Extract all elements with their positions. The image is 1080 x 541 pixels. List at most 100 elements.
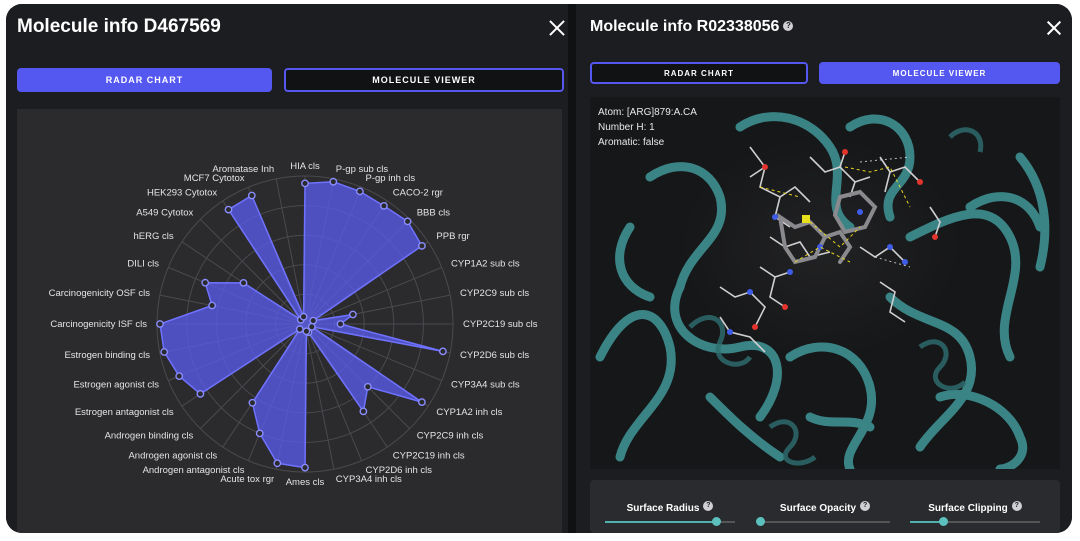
radar-point[interactable] [363,382,372,391]
radar-point[interactable] [309,316,318,325]
panel-title: Molecule info D467569 [17,16,221,37]
surface-radius-control: Surface Radius? [595,498,745,526]
radar-axis-label: Androgen agonist cls [128,450,217,461]
surface-opacity-label: Surface Opacity [779,503,857,514]
radar-axis-label: CYP1A2 sub cls [451,259,520,270]
radar-axis-label: P-gp inh cls [366,173,416,184]
slider-thumb[interactable] [711,517,721,526]
radar-axis-label: A549 Cytotox [136,207,193,218]
radar-point[interactable] [417,398,426,406]
radar-axis-label: Estrogen binding cls [64,350,150,361]
radar-point[interactable] [336,320,345,328]
radar-point[interactable] [255,429,264,438]
radar-axis-label: Carcinogenicity ISF cls [50,319,147,330]
surface-radius-label: Surface Radius [626,503,700,514]
atom-label: Atom: [ARG]879:A.CA [598,107,697,118]
radar-point[interactable] [295,325,304,334]
radar-axis-label: CYP2C9 sub cls [460,288,529,299]
radar-axis-label: HIA cls [290,161,320,172]
tab-molecule-viewer[interactable]: MOLECULE VIEWER [284,68,564,92]
radar-axis-label: Estrogen agonist cls [73,380,159,391]
radar-axis-label: CYP2C19 sub cls [463,319,538,330]
radar-axis-label: BBB cls [417,207,451,218]
radar-point[interactable] [208,301,217,310]
radar-point[interactable] [403,217,412,226]
radar-point[interactable] [301,463,309,472]
radar-point[interactable] [438,347,447,356]
protein-structure [590,97,1060,469]
help-icon[interactable]: ? [860,500,871,511]
app-window: Molecule info D467569 RADAR CHART MOLECU… [6,4,1072,533]
surface-opacity-control: Surface Opacity? [750,498,900,526]
aromatic-label: Aromatic: false [598,137,665,148]
radar-axis-label: CYP1A2 inh cls [436,407,502,418]
slider-fill [605,521,716,523]
radar-point[interactable] [201,278,210,287]
radar-point[interactable] [224,205,233,214]
radar-axis-label: CYP3A4 inh cls [336,474,402,485]
surface-clipping-label: Surface Clipping [928,503,1008,514]
radar-point[interactable] [329,177,338,186]
radar-point[interactable] [379,202,388,210]
radar-chart-container: HIA cls P-gp sub cls P-gp inh cls CACO-2 rg… [17,109,562,533]
radar-axis-label: Ames cls [286,477,325,488]
help-icon[interactable]: ? [783,20,794,31]
slider-thumb[interactable] [938,517,948,526]
radar-axis-label: Aromatase Inh [212,164,274,175]
panel-title: Molecule info R02338056? [590,18,794,36]
radar-axis-label: P-gp sub cls [336,164,389,175]
radar-point[interactable] [239,278,248,287]
radar-point[interactable] [196,389,205,398]
radar-axis-label: CYP2D6 sub cls [460,350,529,361]
molecule-info-panel-left: Molecule info D467569 RADAR CHART MOLECU… [6,4,568,533]
atom-tooltip: Atom: [ARG]879:A.CA Number H: 1 Aromatic… [598,105,697,150]
panel-divider [568,4,576,533]
slider-fill [910,521,943,523]
molecule-viewer-3d[interactable]: Atom: [ARG]879:A.CA Number H: 1 Aromatic… [590,97,1060,469]
radar-point[interactable] [302,327,311,336]
tab-radar-chart[interactable]: RADAR CHART [590,62,808,84]
radar-point[interactable] [299,312,308,321]
radar-axis-label: Carcinogenicity OSF cls [49,288,151,299]
radar-axis-label: DILI cls [127,259,159,270]
radar-point[interactable] [348,310,357,319]
close-icon[interactable] [1046,20,1062,36]
radar-axis-label: Estrogen antagonist cls [75,407,174,418]
surface-opacity-slider[interactable] [756,517,890,526]
slider-thumb[interactable] [756,517,765,526]
radar-point[interactable] [248,398,257,407]
help-icon[interactable]: ? [1011,500,1022,511]
tab-radar-chart[interactable]: RADAR CHART [17,68,272,92]
radar-series-area [159,180,444,469]
molecule-info-panel-right: Molecule info R02338056? RADAR CHART MOL… [576,4,1072,533]
surface-radius-slider[interactable] [605,517,735,526]
radar-axis-label: HEK293 Cytotox [147,188,217,199]
radar-axis-label: CYP2C19 inh cls [393,450,465,461]
radar-point[interactable] [355,187,364,196]
surface-clipping-control: Surface Clipping? [900,498,1050,526]
radar-axis-label: hERG cls [133,231,173,242]
radar-point[interactable] [156,320,164,328]
close-icon[interactable] [548,19,566,37]
radar-axis-label: Androgen binding cls [105,431,194,442]
radar-point[interactable] [247,191,256,200]
surface-controls: Surface Radius? Surface Opacity? Surface… [590,480,1060,533]
radar-axis-label: CYP3A4 sub cls [451,380,520,391]
radar-point[interactable] [417,241,426,250]
number-h-label: Number H: 1 [598,122,655,133]
help-icon[interactable]: ? [703,500,714,511]
radar-point[interactable] [175,372,184,380]
radar-axis-label: PPB rgr [436,231,469,242]
radar-axis-label: CYP2C9 inh cls [417,431,484,442]
radar-point[interactable] [273,459,282,468]
radar-axis-label: Androgen antagonist cls [143,465,245,476]
radar-axis-label: Acute tox rgr [220,474,274,485]
radar-point[interactable] [301,179,309,188]
surface-clipping-slider[interactable] [910,517,1040,526]
radar-axis-label: CACO-2 rgr [393,188,443,199]
radar-point[interactable] [359,407,368,416]
radar-point[interactable] [160,348,169,356]
radar-point[interactable] [307,322,316,331]
tab-molecule-viewer[interactable]: MOLECULE VIEWER [819,62,1060,84]
